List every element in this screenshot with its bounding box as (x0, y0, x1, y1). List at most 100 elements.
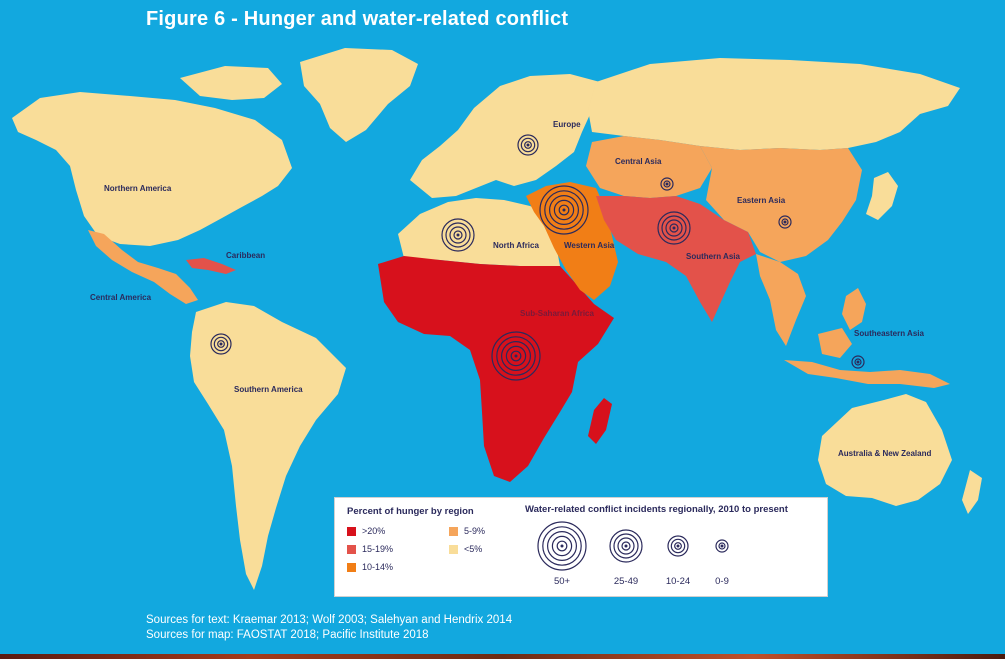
sources-text: Sources for text: Kraemar 2013; Wolf 200… (146, 614, 513, 626)
conflict-ring (542, 526, 582, 566)
legend-hunger-item: 10-14% (347, 562, 393, 572)
conflict-ring (556, 540, 568, 552)
swatch-lt5 (449, 544, 458, 554)
sources-map: Sources for map: FAOSTAT 2018; Pacific I… (146, 629, 429, 641)
conflict-marker (539, 185, 589, 235)
conflict-ring-center (624, 544, 628, 548)
conflict-ring (558, 204, 570, 216)
conflict-ring (445, 222, 471, 248)
conflict-ring (854, 358, 862, 366)
conflict-ring (665, 219, 683, 237)
sources-note: Sources for text: Kraemar 2013; Wolf 200… (146, 613, 512, 643)
legend-hunger-label: >20% (362, 526, 386, 536)
conflict-marker (517, 134, 539, 156)
conflict-marker (657, 211, 691, 245)
legend-conflict-marker (537, 521, 587, 571)
label-europe: Europe (553, 120, 581, 129)
conflict-ring (520, 137, 536, 153)
legend-hunger-label: 15-19% (362, 544, 394, 554)
conflict-ring-center (783, 220, 787, 224)
legend-hunger-label: <5% (464, 544, 483, 554)
region-eastern-asia (700, 146, 862, 262)
conflict-ring-center (665, 182, 669, 186)
conflict-ring (621, 541, 631, 551)
conflict-ring (661, 215, 687, 241)
conflict-ring (505, 345, 527, 367)
label-southeastern-asia: Southeastern Asia (854, 329, 924, 338)
legend-hunger-title: Percent of hunger by region (347, 506, 474, 517)
legend-panel: Percent of hunger by region >20% 15-19% … (334, 497, 828, 597)
legend-hunger-item: >20% (347, 526, 385, 536)
swatch-5-9 (449, 526, 458, 536)
conflict-ring (217, 340, 225, 348)
region-philippines (842, 288, 866, 330)
legend-conflict-marker (667, 535, 689, 557)
conflict-ring (674, 542, 682, 550)
region-central-america (88, 230, 198, 304)
conflict-marker (660, 177, 674, 191)
label-north-africa: North Africa (493, 241, 539, 250)
conflict-ring (660, 177, 674, 191)
label-northern-america: Northern America (104, 184, 172, 193)
region-central-asia (586, 136, 712, 198)
legend-hunger-item: 15-19% (347, 544, 393, 554)
conflict-ring (670, 538, 686, 554)
region-indonesia (784, 360, 950, 388)
conflict-ring-center (562, 208, 566, 212)
conflict-ring (667, 535, 689, 557)
region-southern-america (190, 302, 346, 590)
legend-size-label: 10-24 (665, 576, 691, 587)
conflict-ring-center (526, 143, 530, 147)
conflict-ring (213, 336, 229, 352)
region-australia (818, 394, 952, 506)
label-australia-nz: Australia & New Zealand (838, 449, 931, 458)
conflict-ring (617, 537, 635, 555)
conflict-ring (491, 331, 541, 381)
swatch-gt20 (347, 526, 356, 536)
legend-conflict-marker (715, 539, 729, 553)
region-southeastern-asia (756, 254, 806, 346)
conflict-ring-center (219, 342, 223, 346)
label-caribbean: Caribbean (226, 251, 265, 260)
legend-hunger-label: 5-9% (464, 526, 486, 536)
swatch-15-19 (347, 544, 356, 554)
legend-size-label: 0-9 (715, 576, 729, 587)
conflict-ring (778, 215, 792, 229)
conflict-ring-center (456, 233, 460, 237)
conflict-marker (441, 218, 475, 252)
conflict-ring (524, 141, 532, 149)
label-southern-america: Southern America (234, 385, 303, 394)
swatch-10-14 (347, 562, 356, 572)
conflict-ring (663, 180, 671, 188)
legend-hunger-item: 5-9% (449, 526, 485, 536)
conflict-ring-center (720, 544, 724, 548)
region-greenland (300, 48, 418, 142)
conflict-marker (778, 215, 792, 229)
conflict-ring (781, 218, 789, 226)
conflict-ring (551, 535, 573, 557)
legend-hunger-item: <5% (449, 544, 482, 554)
conflict-ring (553, 199, 575, 221)
conflict-ring (517, 134, 539, 156)
conflict-ring-center (856, 360, 860, 364)
conflict-ring-center (676, 544, 680, 548)
conflict-ring (718, 542, 726, 550)
conflict-ring (496, 336, 536, 376)
region-arctic-islands (180, 66, 282, 100)
region-northern-asia (588, 58, 960, 150)
region-northern-america (12, 92, 292, 246)
conflict-ring (609, 529, 643, 563)
bottom-photo-strip (0, 654, 1005, 659)
conflict-ring (715, 539, 729, 553)
conflict-markers (210, 134, 865, 381)
conflict-ring (210, 333, 232, 355)
conflict-ring (613, 533, 639, 559)
region-new-zealand (962, 470, 982, 514)
region-caribbean (186, 258, 236, 274)
conflict-ring (501, 341, 532, 372)
region-western-asia (526, 182, 618, 300)
region-madagascar (588, 398, 612, 444)
legend-conflict-title: Water-related conflict incidents regiona… (525, 504, 788, 515)
conflict-ring (547, 531, 577, 561)
